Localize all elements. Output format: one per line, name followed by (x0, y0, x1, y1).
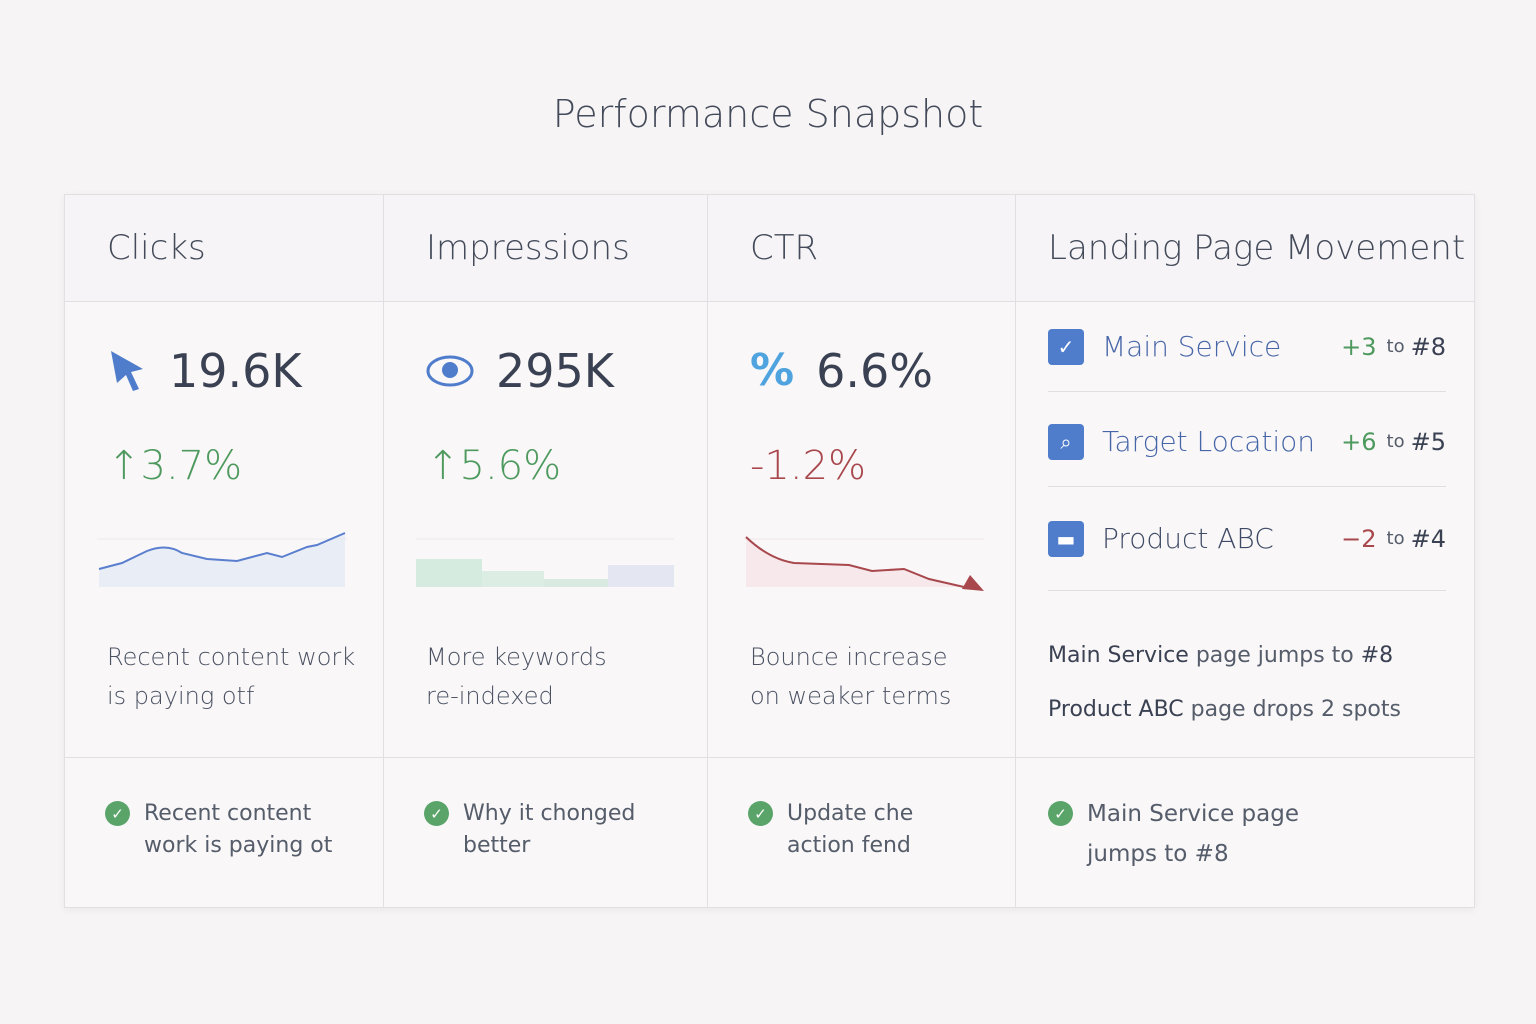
row-name: Product ABC (1102, 522, 1274, 555)
ctr-footer: ✓ Update che action fend (708, 757, 1015, 907)
landing-row-target-location[interactable]: ⌕ Target Location +6 to #5 (1048, 397, 1446, 487)
briefcase-icon: ▬ (1048, 520, 1084, 557)
impressions-card: Impressions 295K ↑5.6% More keywords re-i… (384, 195, 708, 907)
footer-line: Why it chonged (463, 801, 636, 826)
clicks-note: Recent content work is paying otf (107, 638, 355, 716)
clicks-delta: ↑3.7% (107, 443, 243, 489)
impressions-value: 295K (496, 344, 614, 398)
landing-footer: ✓ Main Service page jumps to #8 (1016, 757, 1474, 907)
clicks-footer: ✓ Recent content work is paying ot (65, 757, 383, 907)
row-rank: #5 (1410, 427, 1446, 456)
check-icon: ✓ (105, 801, 130, 826)
footer-line: better (463, 833, 531, 858)
landing-row-product-abc[interactable]: ▬ Product ABC −2 to #4 (1048, 487, 1446, 591)
summary-line: Product ABC page drops 2 spots (1048, 697, 1401, 722)
note-line: re-indexed (426, 682, 554, 710)
impressions-sparkline (416, 538, 674, 587)
eye-icon (426, 355, 474, 387)
snapshot-panel: Clicks 19.6K ↑3.7% Recent content work is… (64, 194, 1475, 908)
note-line: More keywords (426, 643, 607, 671)
percent-icon: % (750, 345, 795, 396)
card-header: Clicks (65, 195, 383, 302)
note-line: Recent content work (107, 643, 356, 671)
ctr-card: CTR % 6.6% -1.2% Bounce increase on weake… (708, 195, 1016, 907)
row-to: to (1386, 336, 1405, 357)
footer-line: jumps to #8 (1087, 841, 1229, 867)
check-icon: ✓ (424, 801, 449, 826)
ctr-sparkline (744, 536, 984, 591)
clicks-value: 19.6K (169, 344, 302, 398)
note-line: on weaker terms (750, 682, 952, 710)
impressions-note: More keywords re-indexed (426, 638, 607, 716)
search-document-icon: ⌕ (1048, 423, 1084, 460)
card-header: Impressions (384, 195, 707, 302)
cursor-icon (111, 351, 143, 391)
row-name: Target Location (1102, 425, 1315, 458)
impressions-delta: ↑5.6% (426, 443, 562, 489)
row-change: +6 (1341, 427, 1377, 456)
row-rank: #4 (1410, 524, 1446, 553)
summary-line: Main Service page jumps to #8 (1048, 643, 1393, 668)
footer-line: action fend (787, 833, 911, 858)
row-change: −2 (1341, 524, 1377, 553)
clicks-card: Clicks 19.6K ↑3.7% Recent content work is… (65, 195, 384, 907)
footer-line: Main Service page (1087, 801, 1299, 827)
check-icon: ✓ (1048, 801, 1073, 826)
ctr-note: Bounce increase on weaker terms (750, 638, 951, 716)
row-to: to (1386, 528, 1405, 549)
summary-bold: Main Service (1048, 643, 1189, 668)
footer-line: Recent content (144, 801, 312, 826)
clicks-sparkline (97, 532, 347, 587)
summary-bold: Product ABC (1048, 697, 1184, 722)
summary-text: page jumps to (1188, 643, 1361, 668)
row-to: to (1386, 431, 1405, 452)
row-rank: #8 (1410, 332, 1446, 361)
ctr-delta: -1.2% (750, 443, 867, 489)
row-name: Main Service (1102, 330, 1282, 363)
summary-text: page drops 2 spots (1183, 697, 1401, 722)
note-line: Bounce increase (750, 643, 948, 671)
landing-page-card: Landing Page Movement ✓ Main Service +3 t… (1016, 195, 1474, 907)
impressions-footer: ✓ Why it chonged better (384, 757, 707, 907)
landing-row-main-service[interactable]: ✓ Main Service +3 to #8 (1048, 302, 1446, 392)
card-header: Landing Page Movement (1016, 195, 1474, 302)
card-header: CTR (708, 195, 1015, 302)
summary-bold: #8 (1360, 643, 1394, 668)
footer-line: Update che (787, 801, 914, 826)
check-icon: ✓ (748, 801, 773, 826)
footer-line: work is paying ot (144, 833, 333, 858)
page-title: Performance Snapshot (552, 92, 984, 136)
note-line: is paying otf (107, 682, 255, 710)
ctr-value: 6.6% (816, 344, 933, 398)
checklist-icon: ✓ (1048, 328, 1084, 365)
row-change: +3 (1341, 332, 1377, 361)
